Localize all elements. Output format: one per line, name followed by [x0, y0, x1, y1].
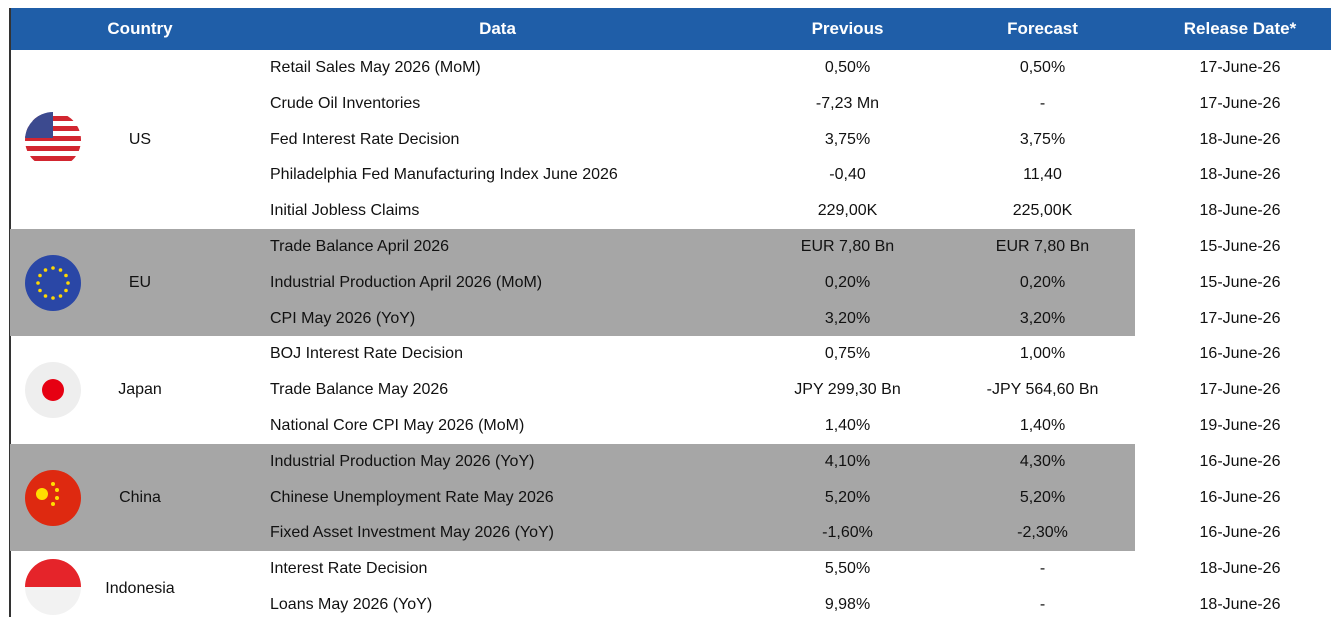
header-bar — [10, 8, 1331, 50]
indicator-name: BOJ Interest Rate Decision — [270, 345, 463, 363]
flag-icon — [25, 559, 81, 615]
indicator-name: Trade Balance April 2026 — [270, 238, 450, 255]
table-cell: 5,20% — [1019, 488, 1066, 506]
table-cell: 17-June-26 — [1199, 381, 1281, 399]
table-cell: 11,40 — [1023, 166, 1062, 184]
table-cell: 16-June-26 — [1199, 452, 1281, 470]
table-cell: 225,00K — [1012, 202, 1073, 220]
indicator-name: Retail Sales May 2026 (MoM) — [270, 59, 481, 76]
flag-icon — [25, 254, 81, 311]
row-band — [10, 443, 1135, 552]
indicator-name: Fixed Asset Investment May 2026 (YoY) — [270, 524, 554, 542]
table-cell: JPY 299,30 Bn — [794, 381, 901, 399]
flag-icon — [25, 111, 81, 168]
table-cell: 0,20% — [824, 273, 871, 291]
indicator-name: Chinese Unemployment Rate May 2026 — [270, 488, 554, 506]
indicator-name: Industrial Production April 2026 (MoM) — [270, 273, 543, 291]
table-cell: 5,20% — [824, 488, 871, 506]
table-cell: 3,75% — [824, 130, 871, 148]
table-cell: 18-June-26 — [1199, 202, 1281, 220]
indicator-name: Philadelphia Fed Manufacturing Index Jun… — [270, 166, 618, 184]
table-cell: 17-June-26 — [1199, 94, 1281, 112]
indicator-name: Trade Balance May 2026 — [270, 381, 449, 399]
header-cell: Country — [107, 19, 173, 38]
indicator-name: Industrial Production May 2026 (YoY) — [270, 452, 535, 470]
table-cell: 18-June-26 — [1199, 166, 1281, 184]
table-cell: 17-June-26 — [1199, 59, 1281, 76]
table-cell: 0,50% — [824, 59, 871, 76]
table-cell: 16-June-26 — [1199, 488, 1281, 506]
flag-icon — [25, 362, 81, 419]
table-cell: -JPY 564,60 Bn — [986, 381, 1099, 399]
table-cell: - — [1039, 596, 1046, 613]
table-cell: 1,00% — [1019, 345, 1066, 363]
indicator-name: Crude Oil Inventories — [270, 94, 421, 112]
table-cell: -1,60% — [822, 524, 873, 542]
table-cell: 0,75% — [824, 345, 871, 363]
table-cell: 0,50% — [1019, 59, 1066, 76]
indicator-name: Loans May 2026 (YoY) — [270, 596, 433, 613]
header-cell: Release Date* — [1183, 19, 1297, 38]
table-cell: 4,30% — [1019, 452, 1066, 470]
indicator-name: Initial Jobless Claims — [270, 202, 420, 220]
country-name: EU — [128, 273, 152, 291]
table-cell: 3,20% — [1019, 309, 1066, 327]
header-cell: Data — [479, 19, 516, 38]
table-cell: 17-June-26 — [1199, 309, 1281, 327]
table-cell: -7,23 Mn — [815, 94, 880, 112]
table-cell: 16-June-26 — [1199, 524, 1281, 542]
table-cell: 4,10% — [824, 452, 871, 470]
table-cell: - — [1039, 560, 1046, 578]
country-name: China — [119, 488, 161, 506]
table-cell: 5,50% — [824, 560, 871, 578]
table-cell: 18-June-26 — [1199, 130, 1281, 148]
table-cell: 1,40% — [1019, 417, 1066, 434]
table-cell: 15-June-26 — [1199, 273, 1281, 291]
header-cell: Previous — [811, 19, 884, 38]
row-band — [10, 229, 1135, 337]
table-cell: 18-June-26 — [1199, 560, 1281, 578]
table-cell: 16-June-26 — [1199, 345, 1281, 363]
country-name: US — [128, 130, 152, 148]
flag-icon — [25, 469, 81, 526]
indicator-name: Fed Interest Rate Decision — [270, 130, 460, 148]
table-cell: 229,00K — [817, 202, 878, 220]
table-cell: 0,20% — [1019, 273, 1066, 291]
table-cell: 3,20% — [824, 309, 871, 327]
country-name: Indonesia — [105, 580, 175, 597]
table-cell: 18-June-26 — [1199, 596, 1281, 613]
table-cell: 1,40% — [824, 417, 871, 434]
table-cell: - — [1039, 94, 1046, 112]
table-cell: -2,30% — [1017, 524, 1068, 542]
table-cell: 9,98% — [824, 596, 871, 613]
indicator-name: Interest Rate Decision — [270, 560, 428, 578]
country-name: Japan — [118, 381, 162, 399]
table-cell: 3,75% — [1019, 130, 1066, 148]
table-cell: 19-June-26 — [1199, 417, 1281, 434]
table-cell: 15-June-26 — [1199, 238, 1281, 255]
table-cell: -0,40 — [829, 166, 866, 184]
indicator-name: National Core CPI May 2026 (MoM) — [270, 417, 525, 434]
table-cell: EUR 7,80 Bn — [995, 238, 1090, 255]
table-cell: EUR 7,80 Bn — [800, 238, 895, 255]
header-cell: Forecast — [1007, 19, 1078, 38]
indicator-name: CPI May 2026 (YoY) — [270, 309, 416, 327]
